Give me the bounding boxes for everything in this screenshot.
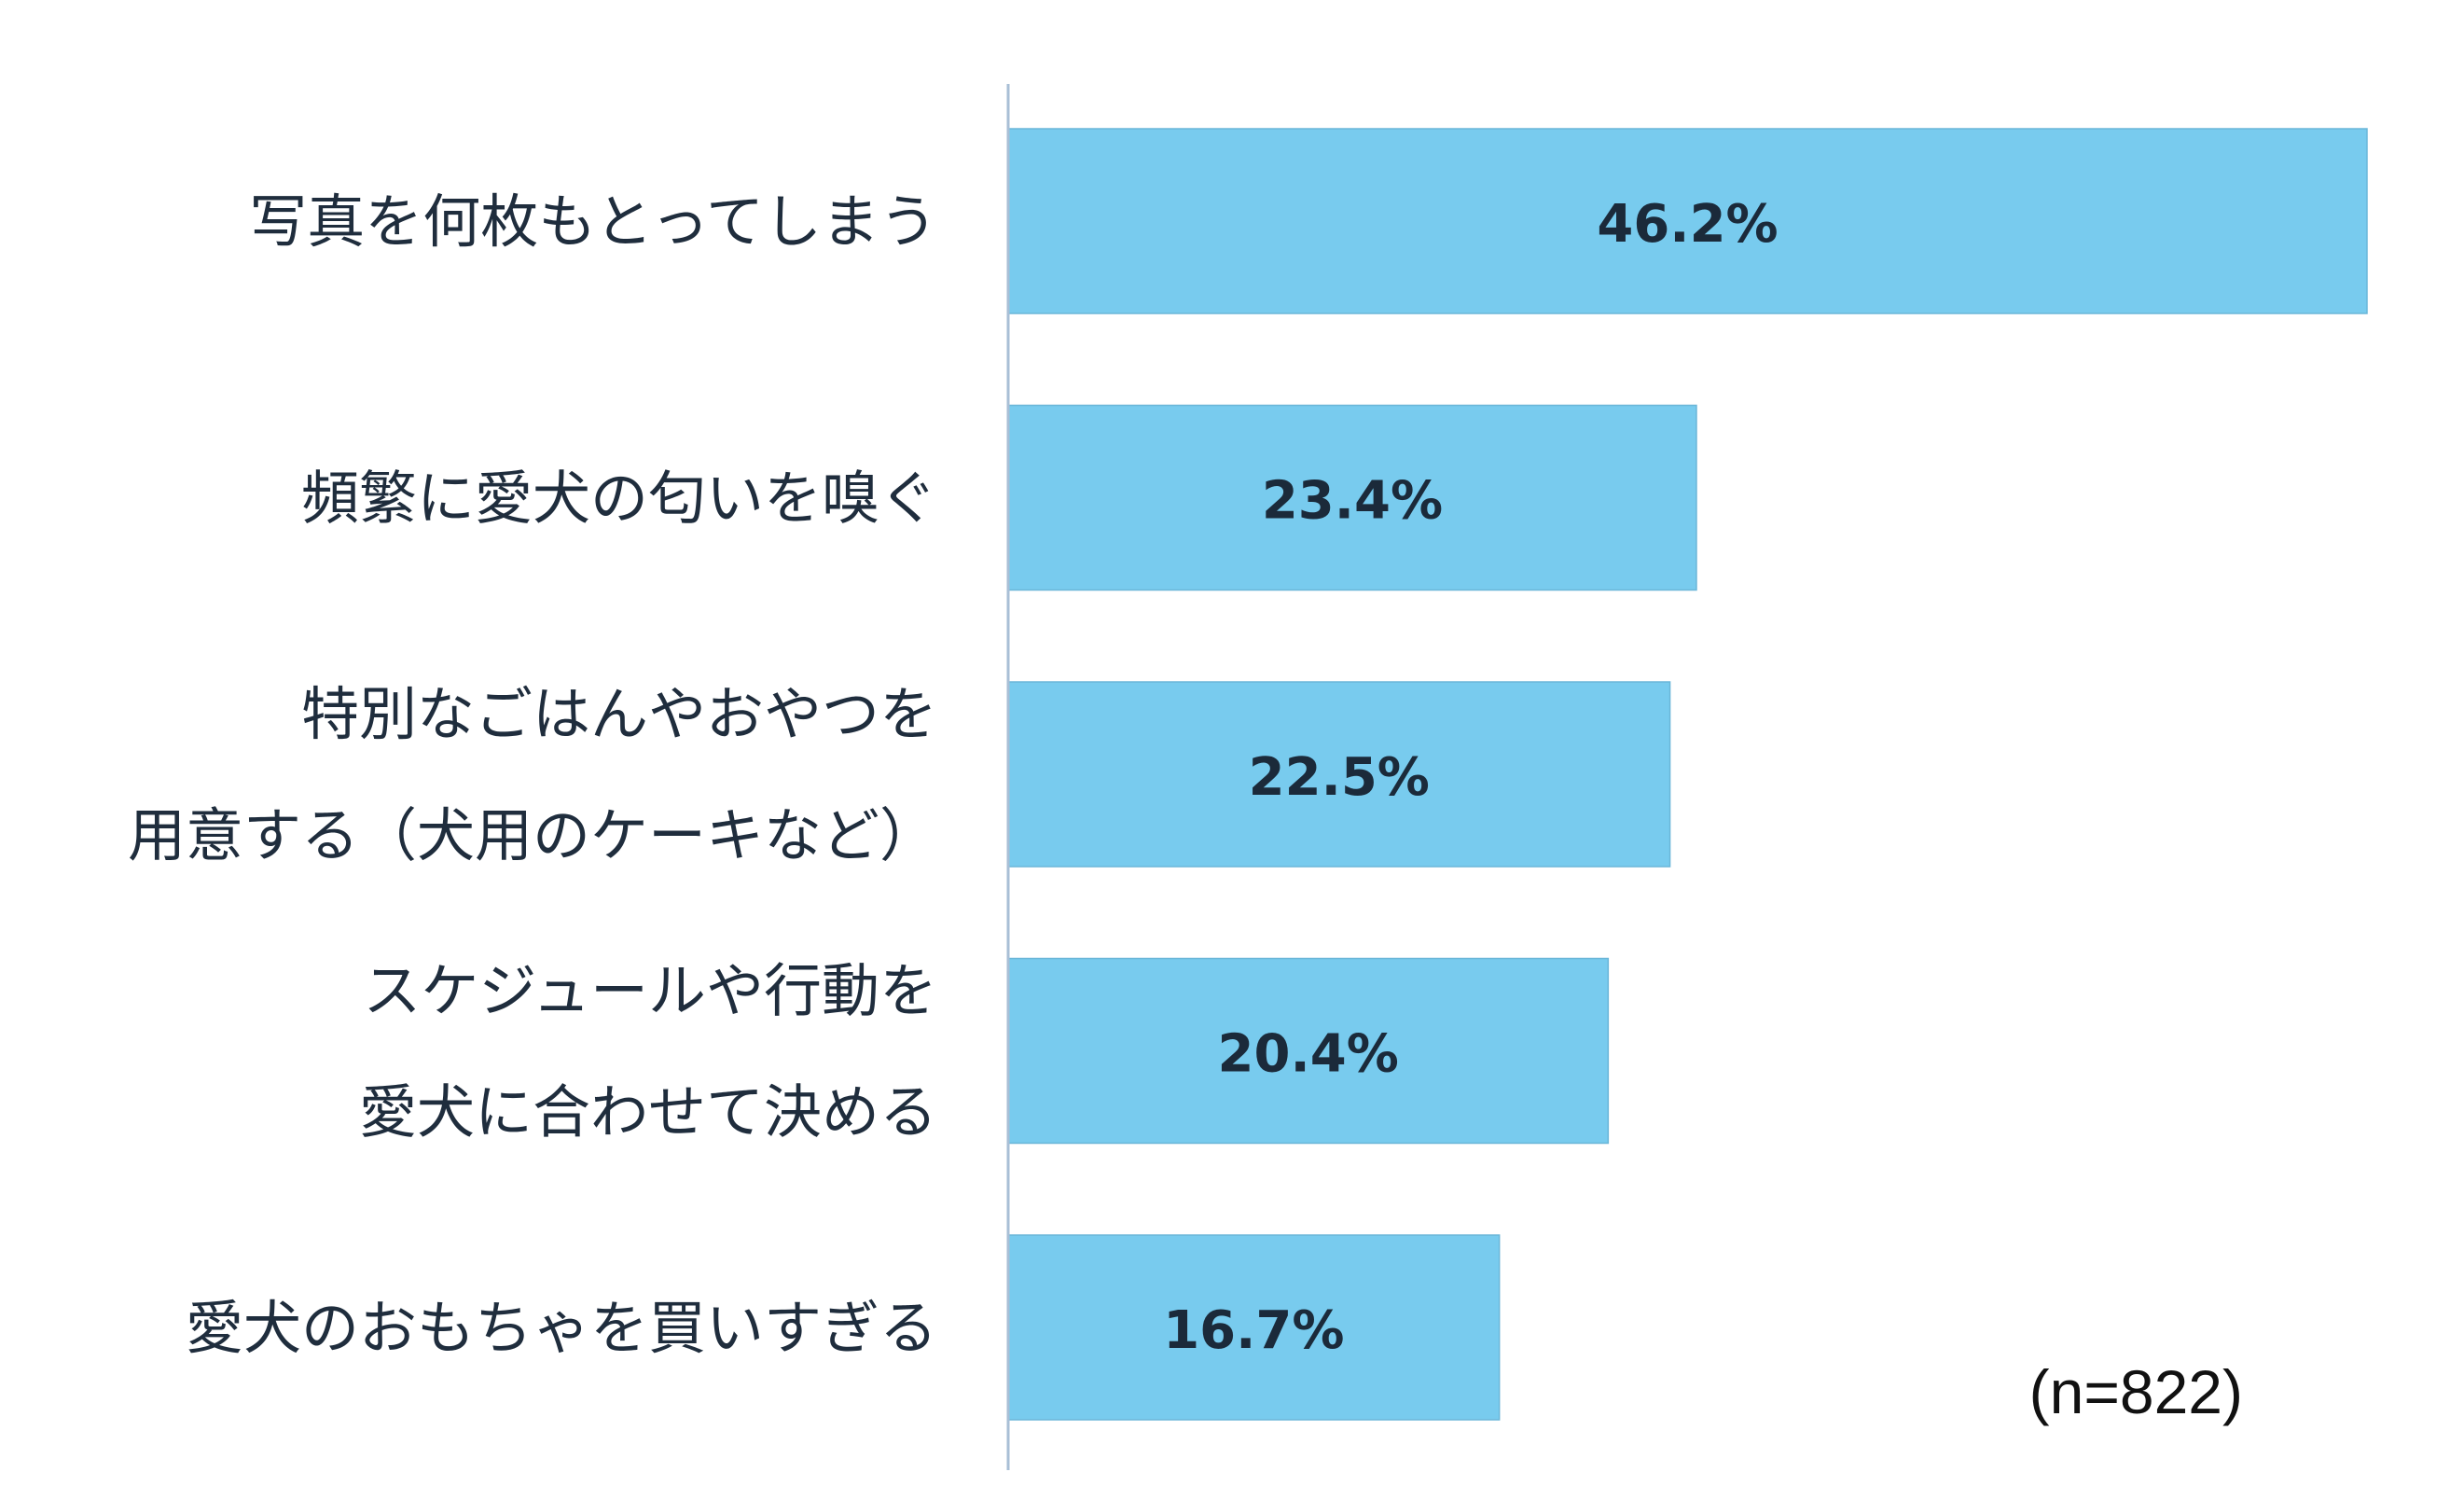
value-label-group: 46.2% 23.4% 22.5% 20.4% 16.7%	[1163, 194, 1778, 1361]
bar-1	[1007, 128, 2368, 314]
bar-3	[1007, 681, 1671, 868]
value-label-3: 22.5%	[1249, 747, 1430, 808]
value-label-4: 20.4%	[1218, 1024, 1399, 1085]
bar-5	[1007, 1234, 1501, 1421]
category-label-1-line-1: 写真を何枚もとってしまう	[249, 188, 937, 256]
category-label-3-line-2: 用意する（犬用のケーキなど）	[128, 801, 937, 869]
sample-size-note: (n=822)	[2029, 1357, 2243, 1426]
category-label-5-line-1: 愛犬のおもちゃを買いすぎる	[186, 1294, 937, 1362]
category-label-group: 写真を何枚もとってしまう頻繁に愛犬の匂いを嗅ぐ特別なごはんやおやつを用意する（犬…	[128, 188, 937, 1362]
category-label-3-line-1: 特別なごはんやおやつを	[301, 680, 937, 748]
value-label-2: 23.4%	[1262, 471, 1443, 532]
value-label-1: 46.2%	[1597, 194, 1778, 255]
bar-4	[1007, 957, 1610, 1145]
bar-group	[1007, 128, 2368, 1421]
category-label-4-line-1: スケジュールや行動を	[363, 957, 937, 1025]
category-label-2-line-1: 頻繁に愛犬の匂いを嗅ぐ	[301, 465, 937, 533]
category-label-4-line-2: 愛犬に合わせて決める	[359, 1078, 937, 1146]
value-label-5: 16.7%	[1163, 1300, 1344, 1361]
bar-2	[1007, 404, 1697, 591]
